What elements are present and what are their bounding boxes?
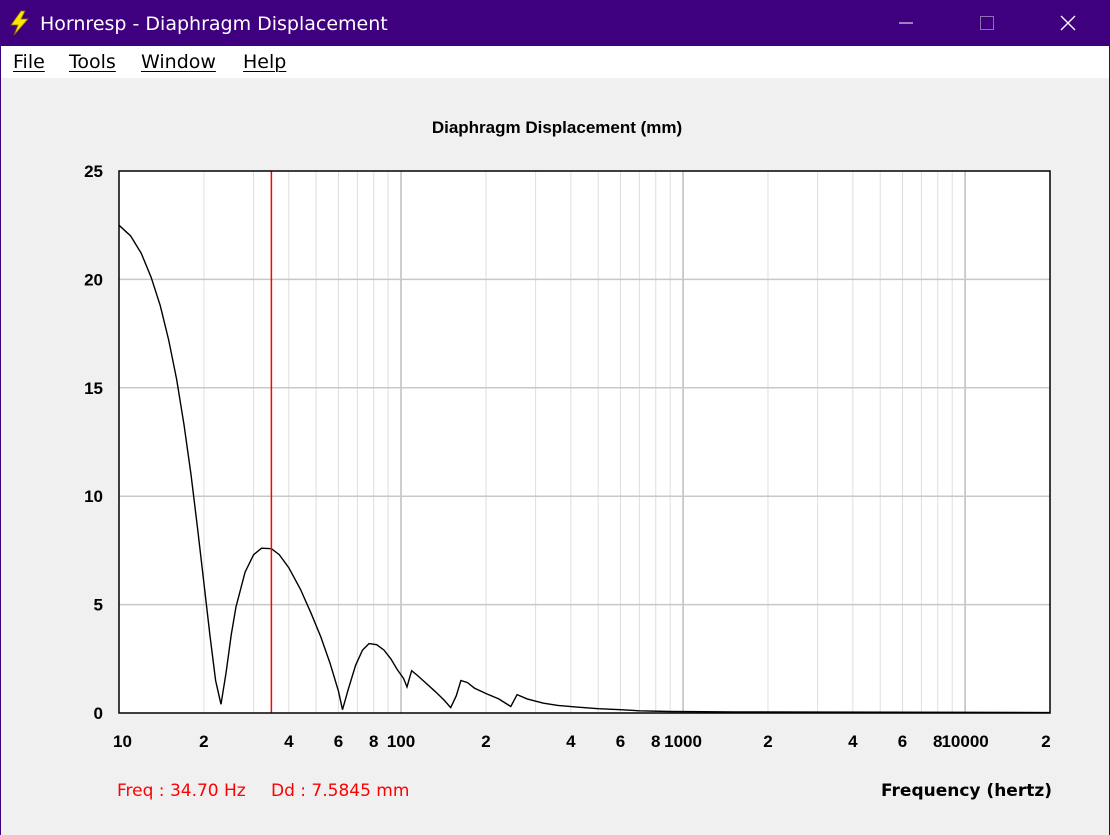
close-button[interactable] bbox=[1038, 0, 1098, 46]
menu-tools[interactable]: Tools bbox=[69, 51, 116, 73]
lightning-icon bbox=[10, 10, 29, 36]
maximize-icon bbox=[980, 16, 994, 30]
menu-file[interactable]: File bbox=[13, 51, 45, 73]
chart-area bbox=[0, 78, 1110, 835]
displacement-readout: Dd : 7.5845 mm bbox=[271, 781, 410, 801]
x-axis-title: Frequency (hertz) bbox=[881, 781, 1052, 801]
title-bar[interactable]: Hornresp - Diaphragm Displacement bbox=[0, 0, 1110, 46]
menu-help[interactable]: Help bbox=[243, 51, 287, 73]
menu-bar: File Tools Window Help bbox=[0, 46, 1110, 78]
minimize-icon bbox=[899, 22, 913, 24]
maximize-button[interactable] bbox=[957, 0, 1017, 46]
window-title: Hornresp - Diaphragm Displacement bbox=[40, 13, 388, 35]
minimize-button[interactable] bbox=[876, 0, 936, 46]
freq-readout: Freq : 34.70 Hz bbox=[117, 781, 246, 801]
window-border-left bbox=[0, 46, 1, 835]
menu-window[interactable]: Window bbox=[141, 51, 216, 73]
close-icon bbox=[1060, 15, 1076, 31]
